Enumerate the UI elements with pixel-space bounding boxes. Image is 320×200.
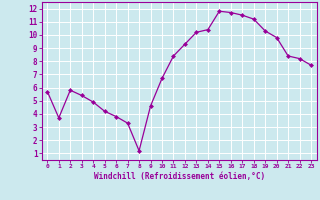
X-axis label: Windchill (Refroidissement éolien,°C): Windchill (Refroidissement éolien,°C)	[94, 172, 265, 181]
